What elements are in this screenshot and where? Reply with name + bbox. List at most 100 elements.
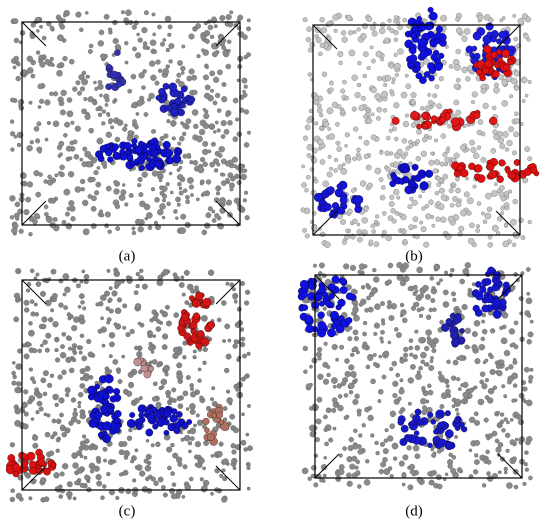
atom — [60, 424, 65, 430]
highlighted-atom — [114, 49, 121, 56]
atom — [366, 16, 373, 23]
atom — [114, 203, 121, 210]
atom — [170, 471, 175, 476]
atom — [386, 304, 392, 310]
highlighted-atom — [424, 21, 433, 31]
atom — [517, 17, 525, 25]
atom — [128, 20, 134, 26]
highlighted-atom — [474, 164, 483, 173]
atom — [393, 30, 399, 36]
highlighted-atom — [472, 31, 482, 41]
atom — [373, 322, 380, 329]
atom — [72, 411, 79, 418]
atom — [461, 35, 468, 42]
atom — [117, 379, 123, 384]
atom — [455, 407, 459, 412]
atom — [326, 107, 334, 115]
atom — [526, 313, 532, 318]
atom — [351, 455, 358, 462]
highlighted-atom — [398, 178, 406, 185]
atom — [55, 437, 61, 443]
atom — [327, 127, 332, 131]
atom — [145, 453, 152, 460]
atom — [108, 332, 116, 339]
atom — [151, 170, 159, 177]
atom — [422, 405, 427, 411]
atom — [499, 143, 506, 150]
atom — [97, 328, 103, 334]
atom — [75, 11, 82, 18]
atom — [332, 426, 337, 431]
atom — [9, 119, 15, 124]
atom — [357, 60, 362, 66]
highlighted-atom — [102, 430, 108, 436]
atom — [107, 229, 112, 234]
atom — [177, 174, 184, 181]
atom — [170, 122, 176, 127]
atom — [79, 368, 86, 375]
atom — [395, 211, 400, 216]
atom — [105, 306, 110, 311]
atom — [80, 300, 85, 305]
atom — [356, 27, 361, 32]
highlighted-atom — [314, 293, 323, 302]
atom — [202, 479, 210, 487]
highlighted-atom — [188, 95, 196, 104]
atom — [219, 197, 226, 204]
atom — [134, 397, 140, 404]
atom — [391, 80, 395, 85]
atom — [97, 112, 103, 118]
highlighted-atom — [391, 174, 398, 182]
highlighted-atom — [313, 192, 323, 202]
atom — [78, 445, 85, 451]
atom — [466, 210, 472, 216]
atom — [16, 142, 22, 148]
atom — [29, 268, 35, 274]
highlighted-atom — [439, 116, 447, 124]
atom — [378, 389, 384, 395]
atom — [335, 357, 339, 362]
atom — [100, 53, 106, 60]
atom — [387, 300, 392, 305]
highlighted-atom — [327, 283, 336, 292]
atom — [52, 321, 59, 328]
atom — [477, 119, 484, 125]
atom — [121, 441, 128, 447]
atom — [366, 295, 371, 301]
atom — [163, 133, 169, 139]
atom — [79, 27, 84, 33]
atom — [356, 444, 362, 449]
atom — [28, 232, 33, 237]
atom — [185, 199, 190, 205]
atom — [469, 139, 475, 146]
atom — [59, 412, 64, 418]
atom — [73, 407, 78, 412]
atom — [58, 302, 64, 308]
atom — [420, 106, 425, 111]
atom — [125, 275, 131, 281]
atom — [178, 165, 183, 170]
atom — [483, 417, 489, 423]
atom — [479, 371, 486, 377]
atom — [150, 350, 155, 354]
atom — [408, 143, 414, 149]
atom — [103, 458, 107, 463]
atom — [59, 471, 65, 477]
highlighted-atom — [188, 295, 195, 301]
highlighted-atom — [115, 81, 123, 88]
atom — [436, 281, 441, 286]
atom — [345, 14, 353, 21]
atom — [175, 78, 181, 84]
atom — [443, 378, 449, 383]
atom — [50, 308, 55, 313]
atom — [489, 328, 496, 334]
atom — [407, 401, 412, 406]
atom — [509, 94, 514, 99]
atom — [75, 80, 81, 86]
atom — [70, 397, 77, 403]
atom — [335, 121, 340, 127]
atom — [113, 322, 118, 327]
atom — [389, 366, 394, 372]
atom — [419, 220, 424, 225]
atom — [79, 440, 86, 447]
